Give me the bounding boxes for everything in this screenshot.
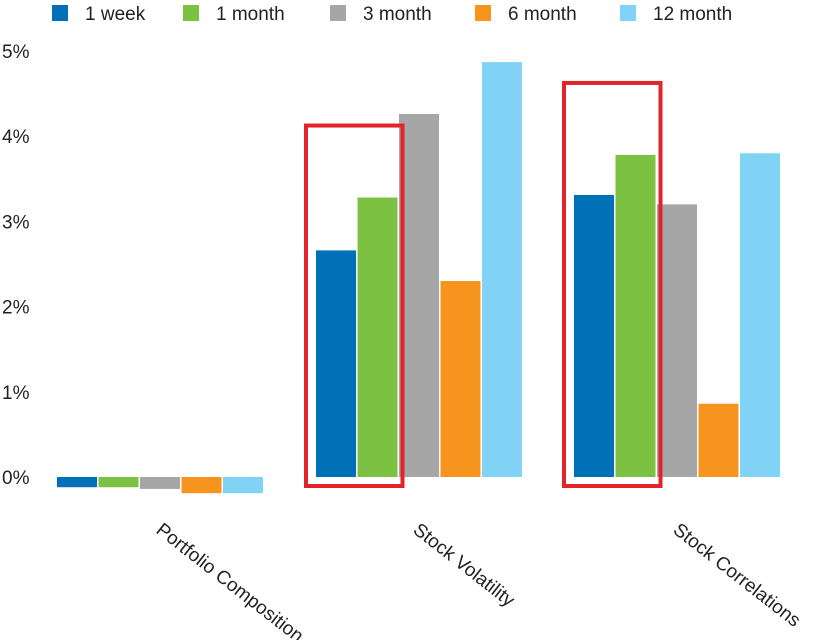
- bar-portfolio-composition-3-month: [140, 477, 180, 489]
- y-tick-label: 4%: [2, 127, 30, 148]
- highlight-box-stock-volatility: [304, 123, 405, 488]
- bars: [57, 62, 780, 494]
- bar-stock-volatility-12-month: [482, 62, 522, 478]
- bar-portfolio-composition-1-month: [98, 477, 139, 488]
- legend-label-1-month: 1 month: [216, 4, 285, 25]
- bar-stock-volatility-6-month: [440, 281, 481, 477]
- y-axis: 0% 1% 2% 3% 4% 5%: [2, 42, 30, 489]
- legend: 1 week 1 month 3 month 6 month 12 month: [52, 4, 732, 25]
- y-tick-label: 1%: [2, 383, 30, 404]
- legend-swatch-6-month: [475, 5, 491, 21]
- y-tick-label: 2%: [2, 298, 30, 319]
- category-label-stock-correlations: Stock Correlations: [669, 519, 804, 631]
- highlight-box-stock-correlations: [562, 80, 663, 488]
- bar-stock-volatility-1-week: [316, 250, 356, 477]
- bar-stock-volatility-1-month: [357, 197, 398, 477]
- y-tick-label: 5%: [2, 42, 30, 63]
- x-axis: Portfolio Composition Stock Volatility Sto…: [152, 519, 804, 640]
- category-label-stock-volatility: Stock Volatility: [409, 519, 519, 611]
- bar-stock-volatility-3-month: [399, 114, 439, 477]
- legend-label-3-month: 3 month: [363, 4, 432, 25]
- legend-label-6-month: 6 month: [508, 4, 577, 25]
- bar-stock-correlations-6-month: [698, 403, 739, 477]
- y-tick-label: 3%: [2, 212, 30, 233]
- bar-stock-correlations-1-week: [574, 194, 614, 477]
- legend-label-1-week: 1 week: [85, 4, 146, 25]
- bar-stock-correlations-12-month: [740, 153, 780, 478]
- bar-portfolio-composition-1-week: [57, 477, 97, 488]
- category-label-portfolio-composition: Portfolio Composition: [152, 519, 307, 640]
- legend-swatch-1-week: [52, 5, 68, 21]
- bar-portfolio-composition-12-month: [223, 477, 263, 494]
- legend-swatch-12-month: [620, 5, 636, 21]
- bar-stock-correlations-3-month: [657, 204, 697, 478]
- legend-swatch-1-month: [183, 5, 199, 21]
- highlight-boxes: [304, 80, 663, 488]
- bar-stock-correlations-1-month: [615, 154, 656, 477]
- legend-swatch-3-month: [330, 5, 346, 21]
- y-tick-label: 0%: [2, 468, 30, 489]
- bar-portfolio-composition-6-month: [181, 477, 222, 494]
- legend-label-12-month: 12 month: [653, 4, 732, 25]
